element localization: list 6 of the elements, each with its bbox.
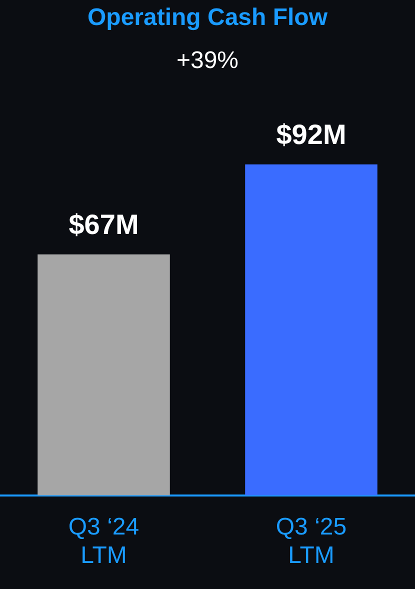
x-tick-label: Q3 ‘24 LTM (68, 513, 140, 570)
chart-subtitle: +39% (176, 46, 239, 74)
data-label: $67M (68, 209, 139, 240)
chart-title: Operating Cash Flow (87, 4, 328, 32)
data-label: $92M (276, 119, 346, 150)
x-tick-label: Q3 ‘25 LTM (276, 513, 347, 570)
